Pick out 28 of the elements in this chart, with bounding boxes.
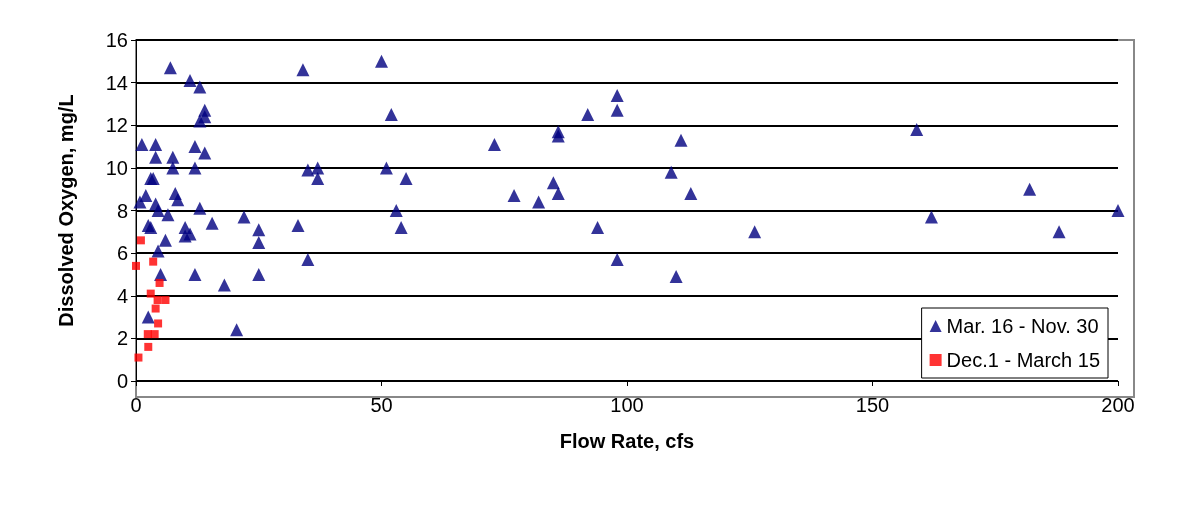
y-tick-label: 10 — [105, 156, 128, 179]
y-tick-label: 16 — [105, 29, 128, 51]
point — [136, 236, 145, 245]
x-tick-label: 200 — [1101, 394, 1135, 416]
point — [161, 296, 170, 305]
x-tick-label: 50 — [370, 394, 393, 416]
point — [151, 304, 160, 313]
point — [134, 353, 143, 362]
x-tick-label: 150 — [855, 394, 890, 416]
point — [132, 261, 140, 270]
x-tick-label: 100 — [610, 394, 644, 416]
x-tick-label: 0 — [130, 394, 142, 416]
legend-label: Dec.1 - March 15 — [946, 349, 1100, 371]
legend-label: Mar. 16 - Nov. 30 — [946, 315, 1099, 337]
y-tick-label: 2 — [116, 327, 128, 350]
y-tick-label: 6 — [116, 242, 128, 265]
point — [149, 257, 158, 266]
point — [150, 330, 159, 339]
y-tick-label: 12 — [105, 114, 128, 137]
point — [154, 319, 163, 328]
y-tick-label: 8 — [116, 199, 128, 222]
y-tick-label: 14 — [105, 71, 128, 94]
y-tick-label: 0 — [116, 370, 128, 392]
y-axis-title: Dissolved Oxygen, mg/L — [55, 94, 77, 327]
x-axis-title: Flow Rate, cfs — [559, 430, 695, 452]
y-tick-label: 4 — [116, 284, 128, 307]
point — [144, 342, 153, 351]
point — [146, 289, 155, 298]
